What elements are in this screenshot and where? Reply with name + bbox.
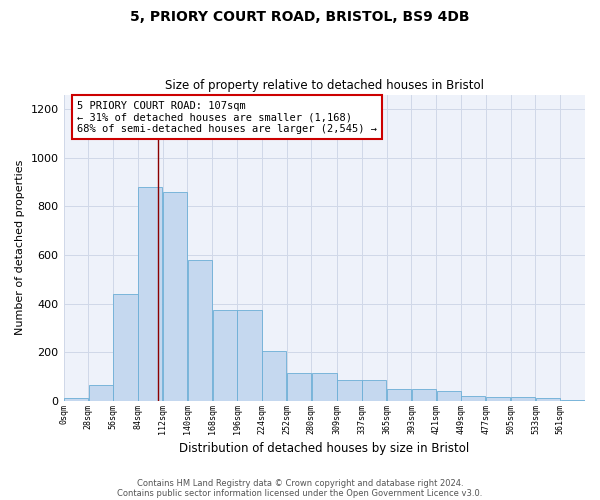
Title: Size of property relative to detached houses in Bristol: Size of property relative to detached ho… bbox=[165, 79, 484, 92]
Bar bbox=[511, 397, 535, 401]
Text: 5, PRIORY COURT ROAD, BRISTOL, BS9 4DB: 5, PRIORY COURT ROAD, BRISTOL, BS9 4DB bbox=[130, 10, 470, 24]
Bar bbox=[412, 388, 436, 401]
Bar bbox=[262, 351, 286, 401]
Bar bbox=[113, 294, 137, 401]
Bar bbox=[212, 310, 237, 401]
Text: Contains HM Land Registry data © Crown copyright and database right 2024.: Contains HM Land Registry data © Crown c… bbox=[137, 478, 463, 488]
Text: Contains public sector information licensed under the Open Government Licence v3: Contains public sector information licen… bbox=[118, 488, 482, 498]
Bar bbox=[287, 373, 311, 401]
Bar bbox=[312, 373, 337, 401]
Bar bbox=[486, 397, 510, 401]
Bar bbox=[138, 187, 163, 401]
Text: 5 PRIORY COURT ROAD: 107sqm
← 31% of detached houses are smaller (1,168)
68% of : 5 PRIORY COURT ROAD: 107sqm ← 31% of det… bbox=[77, 100, 377, 134]
Bar bbox=[188, 260, 212, 401]
Bar bbox=[238, 310, 262, 401]
Bar bbox=[64, 398, 88, 401]
Bar bbox=[536, 398, 560, 401]
Bar bbox=[89, 385, 113, 401]
Y-axis label: Number of detached properties: Number of detached properties bbox=[15, 160, 25, 336]
Bar bbox=[337, 380, 362, 401]
X-axis label: Distribution of detached houses by size in Bristol: Distribution of detached houses by size … bbox=[179, 442, 469, 455]
Bar bbox=[560, 400, 584, 401]
Bar bbox=[437, 391, 461, 401]
Bar bbox=[362, 380, 386, 401]
Bar bbox=[461, 396, 485, 401]
Bar bbox=[163, 192, 187, 401]
Bar bbox=[387, 388, 411, 401]
